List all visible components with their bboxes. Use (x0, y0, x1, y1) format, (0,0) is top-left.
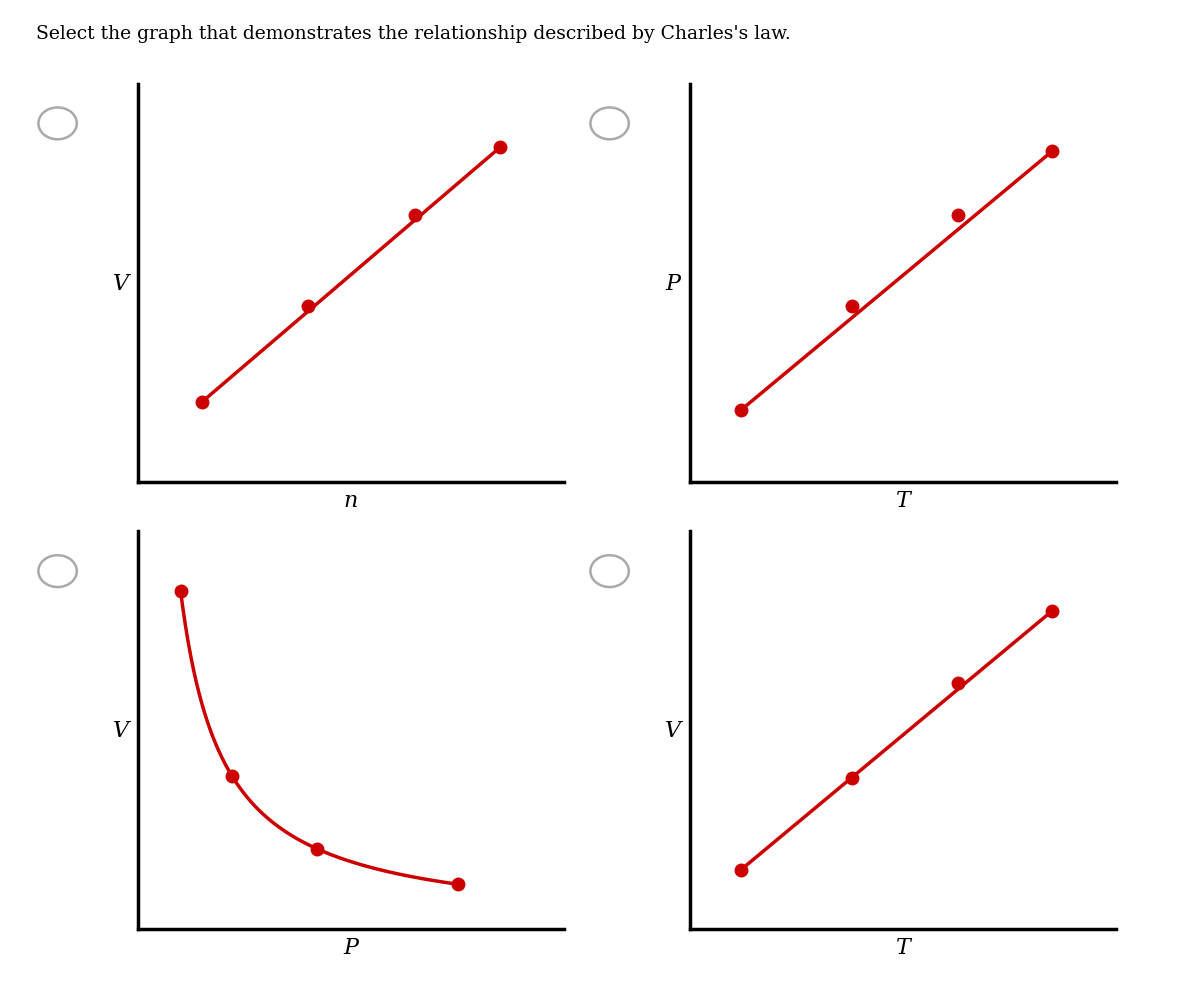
Text: Select the graph that demonstrates the relationship described by Charles's law.: Select the graph that demonstrates the r… (36, 25, 791, 43)
X-axis label: T: T (895, 936, 911, 958)
Y-axis label: V: V (665, 720, 682, 742)
Y-axis label: V: V (113, 272, 130, 294)
X-axis label: n: n (344, 489, 358, 511)
Y-axis label: P: P (666, 272, 680, 294)
X-axis label: P: P (343, 936, 359, 958)
X-axis label: T: T (895, 489, 911, 511)
Y-axis label: V: V (113, 720, 130, 742)
